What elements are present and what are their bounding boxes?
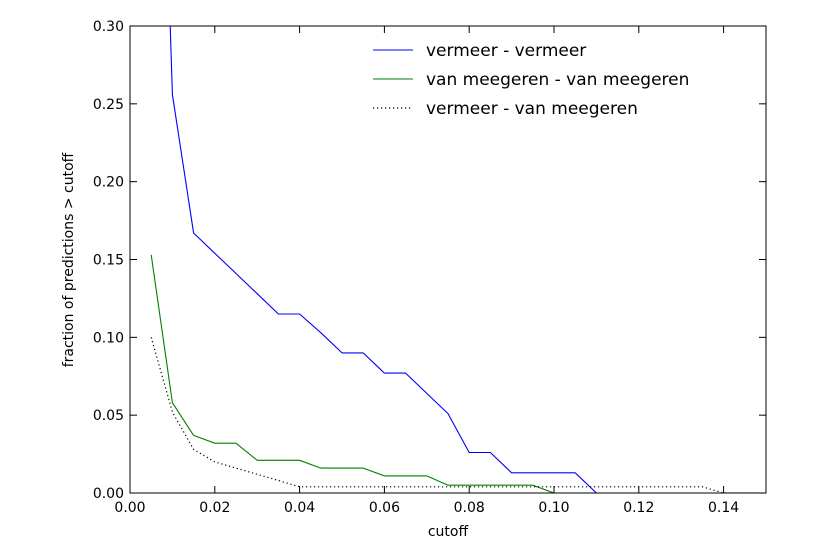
plot-area xyxy=(130,26,766,493)
y-tick-label: 0.20 xyxy=(93,175,124,191)
x-tick-label: 0.10 xyxy=(538,500,569,516)
y-tick-label: 0.00 xyxy=(93,486,124,502)
x-tick-label: 0.06 xyxy=(369,500,400,516)
x-axis-label: cutoff xyxy=(428,524,469,540)
x-tick-label: 0.08 xyxy=(454,500,485,516)
x-tick-label: 0.04 xyxy=(284,500,315,516)
legend-label-vermeer-van-meegeren: vermeer - van meegeren xyxy=(426,99,638,119)
y-tick-label: 0.30 xyxy=(93,19,124,35)
series-line-vermeer-vermeer xyxy=(169,26,766,493)
x-tick-label: 0.02 xyxy=(199,500,230,516)
x-axis-ticks: 0.00 0.02 0.04 0.06 0.08 0.10 0.12 0.14 xyxy=(114,26,739,516)
y-tick-label: 0.25 xyxy=(93,97,124,113)
x-tick-label: 0.14 xyxy=(708,500,739,516)
y-tick-label: 0.05 xyxy=(93,408,124,424)
x-tick-label: 0.12 xyxy=(623,500,654,516)
series-line-van-meegeren-van-meegeren xyxy=(150,254,766,493)
y-tick-label: 0.15 xyxy=(93,253,124,269)
x-tick-label: 0.00 xyxy=(114,500,145,516)
y-axis-ticks: 0.00 0.05 0.10 0.15 0.20 0.25 0.30 xyxy=(93,19,766,502)
legend-label-van-meegeren-van-meegeren: van meegeren - van meegeren xyxy=(426,70,689,90)
series-line-vermeer-van-meegeren xyxy=(150,337,766,493)
series-layer xyxy=(150,26,766,493)
y-tick-label: 0.10 xyxy=(93,330,124,346)
legend-label-vermeer-vermeer: vermeer - vermeer xyxy=(426,41,586,61)
y-axis-label: fraction of predictions > cutoff xyxy=(61,152,77,367)
legend: vermeer - vermeer van meegeren - van meeg… xyxy=(373,41,689,119)
